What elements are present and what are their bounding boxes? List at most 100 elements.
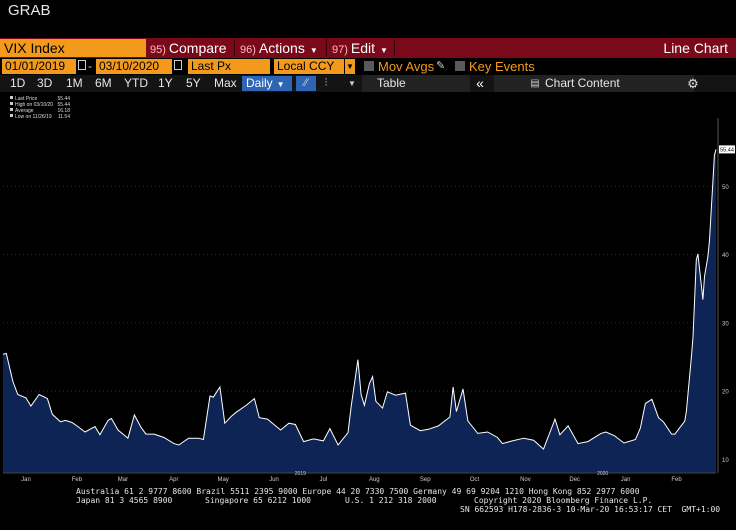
start-date-input[interactable]: 01/01/2019 <box>2 59 76 74</box>
period-button-max[interactable]: Max <box>214 76 237 90</box>
period-button-1d[interactable]: 1D <box>10 76 26 90</box>
footer-japan: Japan 81 3 4565 8900 <box>76 496 173 505</box>
ticker-input[interactable]: VIX Index <box>0 39 146 57</box>
year-label: 2020 <box>597 471 608 477</box>
chart-content-icon: ▤ <box>530 78 540 89</box>
date-range-dash: - <box>88 59 92 73</box>
legend: Last Price 55.44 High on 03/10/20 55.44 Aver… <box>10 96 70 120</box>
end-date-input[interactable]: 03/10/2020 <box>96 59 172 74</box>
gear-icon[interactable]: ⚙ <box>687 76 699 91</box>
legend-label: High on 03/10/20 <box>15 102 53 108</box>
legend-label: Average <box>15 108 34 114</box>
chevron-down-icon[interactable]: ▼ <box>348 79 356 88</box>
x-tick-label: Jul <box>320 477 328 483</box>
legend-label: Low on 11/26/19 <box>15 114 52 120</box>
edit-button[interactable]: 97) Edit ▼ <box>332 39 388 57</box>
legend-swatch <box>10 114 13 117</box>
footer-singapore: Singapore 65 6212 1000 <box>205 496 311 505</box>
year-label: 2019 <box>295 471 306 477</box>
actions-shortcut: 96) <box>240 44 256 56</box>
calendar-icon[interactable] <box>78 60 86 70</box>
chevron-down-icon[interactable]: ▼ <box>345 59 355 74</box>
mov-avgs-label[interactable]: Mov Avgs <box>378 59 435 74</box>
period-button-6m[interactable]: 6M <box>95 76 112 90</box>
last-value-label: 55.44 <box>720 147 734 153</box>
x-tick-label: Feb <box>72 477 83 483</box>
actions-button[interactable]: 96) Actions ▼ <box>240 39 318 57</box>
calendar-icon[interactable] <box>174 60 182 70</box>
x-tick-label: Feb <box>671 477 682 483</box>
legend-label: Last Price <box>15 96 37 102</box>
frequency-select[interactable]: Daily ▼ <box>242 76 292 91</box>
x-tick-label: Jun <box>269 477 279 483</box>
pencil-icon[interactable]: ✎ <box>436 60 446 72</box>
period-button-3d[interactable]: 3D <box>37 76 53 90</box>
y-axis: 10 20 30 40 50 <box>717 118 729 473</box>
frequency-label: Daily <box>246 76 273 90</box>
series-line <box>2 149 717 450</box>
table-tab-bg <box>362 75 470 92</box>
period-button-1m[interactable]: 1M <box>66 76 83 90</box>
toolbar-divider <box>234 39 235 57</box>
x-tick-label: Sep <box>420 477 431 483</box>
chart-area: 10 20 30 40 50 Jan Feb Mar Apr May Jun Jul Aug Sep Oc… <box>0 92 736 487</box>
x-tick-label: Jan <box>621 477 631 483</box>
chart-content-bg <box>494 75 694 92</box>
legend-value: 11.54 <box>58 114 70 120</box>
table-tab[interactable]: Table <box>377 76 406 90</box>
footer-session-info: SN 662593 H178-2836-3 10-Mar-20 16:53:17… <box>460 505 721 514</box>
chart-type-label[interactable]: Line Chart <box>663 40 728 56</box>
footer-us: U.S. 1 212 318 2000 <box>345 496 437 505</box>
x-tick-label: Mar <box>118 477 128 483</box>
x-tick-label: Oct <box>470 477 480 483</box>
area-fill <box>3 149 716 473</box>
x-axis: Jan Feb Mar Apr May Jun Jul Aug Sep Oct Nov Dec Jan F… <box>3 471 716 483</box>
key-events-label[interactable]: Key Events <box>469 59 535 74</box>
y-tick-label: 30 <box>722 321 729 327</box>
legend-value: 16.18 <box>57 108 70 114</box>
x-tick-label: Dec <box>569 477 580 483</box>
period-button-ytd[interactable]: YTD <box>124 76 148 90</box>
last-value-marker: 55.44 <box>719 145 735 154</box>
footer-phone-line-1: Australia 61 2 9777 8600 Brazil 5511 239… <box>76 487 640 496</box>
actions-label: Actions <box>258 40 305 56</box>
chevron-down-icon: ▼ <box>276 80 285 89</box>
legend-swatch <box>10 102 13 105</box>
edit-label: Edit <box>350 40 376 56</box>
toolbar-divider <box>326 39 327 57</box>
x-tick-label: May <box>217 477 228 483</box>
currency-select[interactable]: Local CCY <box>274 59 344 74</box>
command-toolbar <box>0 38 736 58</box>
edit-shortcut: 97) <box>332 44 348 56</box>
footer: Australia 61 2 9777 8600 Brazil 5511 239… <box>0 487 736 530</box>
chart-content-tab[interactable]: Chart Content <box>545 76 620 90</box>
period-button-1y[interactable]: 1Y <box>158 76 173 90</box>
window-title-bar: GRAB <box>0 0 736 38</box>
footer-copyright: Copyright 2020 Bloomberg Finance L.P. <box>474 496 653 505</box>
chevron-down-icon: ▼ <box>380 46 388 55</box>
collapse-left-icon[interactable]: « <box>476 75 484 91</box>
toolbar-divider <box>394 39 395 57</box>
legend-swatch <box>10 108 13 111</box>
period-button-5y[interactable]: 5Y <box>186 76 201 90</box>
line-chart-icon[interactable]: ⁄⁄ <box>296 76 316 91</box>
bar-chart-icon[interactable]: ⫶ <box>324 77 328 89</box>
x-tick-label: Jan <box>21 477 31 483</box>
x-tick-label: Aug <box>369 477 380 483</box>
chevron-down-icon: ▼ <box>309 46 318 55</box>
mov-avgs-checkbox[interactable] <box>364 61 374 71</box>
compare-shortcut: 95) <box>150 44 166 56</box>
last-value-box <box>719 145 735 154</box>
y-tick-label: 40 <box>722 253 729 259</box>
compare-button[interactable]: 95) Compare <box>150 39 227 57</box>
x-tick-label: Nov <box>520 477 531 483</box>
key-events-checkbox[interactable] <box>455 61 465 71</box>
window-title: GRAB <box>8 2 51 19</box>
x-tick-label: Apr <box>169 477 178 483</box>
y-tick-label: 50 <box>722 185 729 191</box>
legend-value: 55.44 <box>57 96 70 102</box>
price-field-select[interactable]: Last Px <box>188 59 270 74</box>
y-tick-label: 20 <box>722 390 729 396</box>
y-tick-label: 10 <box>722 458 729 464</box>
vix-line-chart: 10 20 30 40 50 Jan Feb Mar Apr May Jun Jul Aug Sep Oc… <box>0 92 736 487</box>
